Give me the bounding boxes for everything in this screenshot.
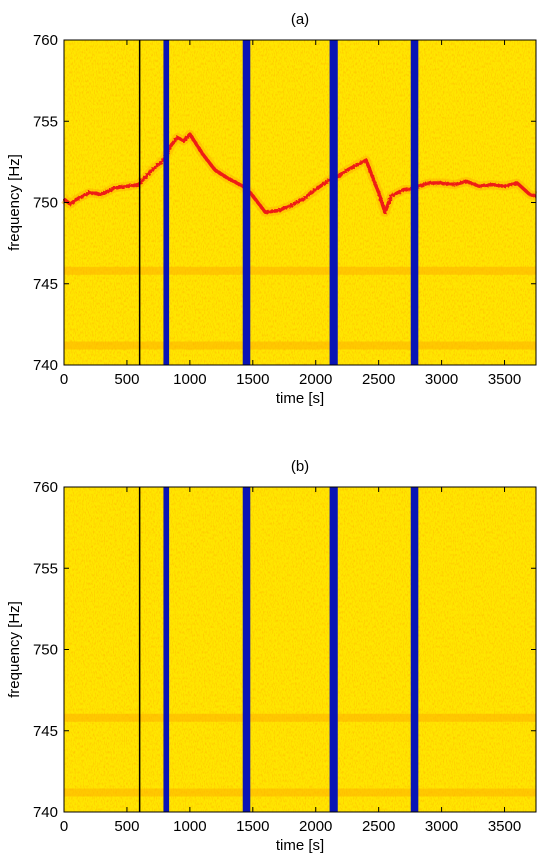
panel-a-tracked-line [62,132,537,215]
panel-b-gap-1 [163,487,170,812]
panel-b-ytick-label-4: 760 [33,479,58,496]
panel-a-ytick-label-4: 760 [33,32,58,49]
panel-a-xtick-label-1: 500 [114,371,139,388]
panel-a-xtick-label-7: 3500 [488,371,521,388]
panel-a-ytick-label-1: 745 [33,276,58,293]
panel-a-gap-0 [138,40,141,365]
panel-b-xtick-label-1: 500 [114,818,139,835]
panel-b-title: (b) [291,458,309,475]
panel-a-ytick-label-2: 750 [33,195,58,212]
panel-a-ytick-label-0: 740 [33,357,58,374]
panel-b-xlabel: time [s] [276,837,324,854]
panel-a-xtick-label-4: 2000 [299,371,332,388]
panel-b-xtick-label-4: 2000 [299,818,332,835]
panel-b-xtick-label-7: 3500 [488,818,521,835]
panel-b-ytick-label-1: 745 [33,723,58,740]
panel-b-xtick-label-2: 1000 [173,818,206,835]
panel-b-noise [64,487,536,812]
panel-b-gap-4 [410,487,419,812]
panel-a-xtick-label-6: 3000 [425,371,458,388]
panel-b-ytick-label-3: 755 [33,560,58,577]
panel-b-xtick-label-5: 2500 [362,818,395,835]
panel-b-ylabel: frequency [Hz] [6,601,23,698]
panel-a-xtick-label-5: 2500 [362,371,395,388]
panel-a-ytick-label-3: 755 [33,113,58,130]
spectrogram-panel-a: 0 500 1000 1500 2000 2500 3000 3500 740 745 750 755… [6,11,538,407]
panel-a-ylabel: frequency [Hz] [6,154,23,251]
panel-b-ytick-label-2: 750 [33,642,58,659]
panel-a-xtick-label-0: 0 [60,371,68,388]
panel-a-gap-3 [329,40,338,365]
panel-a-xtick-label-3: 1500 [236,371,269,388]
panel-b-xtick-label-0: 0 [60,818,68,835]
panel-a-gap-1 [163,40,170,365]
panel-b-ytick-label-0: 740 [33,804,58,821]
panel-a-gap-4 [410,40,419,365]
panel-b-xtick-label-3: 1500 [236,818,269,835]
panel-a-title: (a) [291,11,309,28]
panel-a-xtick-label-2: 1000 [173,371,206,388]
panel-a-xlabel: time [s] [276,390,324,407]
panel-a-gap-2 [242,40,251,365]
panel-b-gap-0 [138,487,141,812]
panel-b-gap-3 [329,487,338,812]
spectrogram-panel-b: 0 500 1000 1500 2000 2500 3000 3500 740 745 750 755… [6,458,537,854]
panel-b-gap-2 [242,487,251,812]
panel-b-xtick-label-6: 3000 [425,818,458,835]
